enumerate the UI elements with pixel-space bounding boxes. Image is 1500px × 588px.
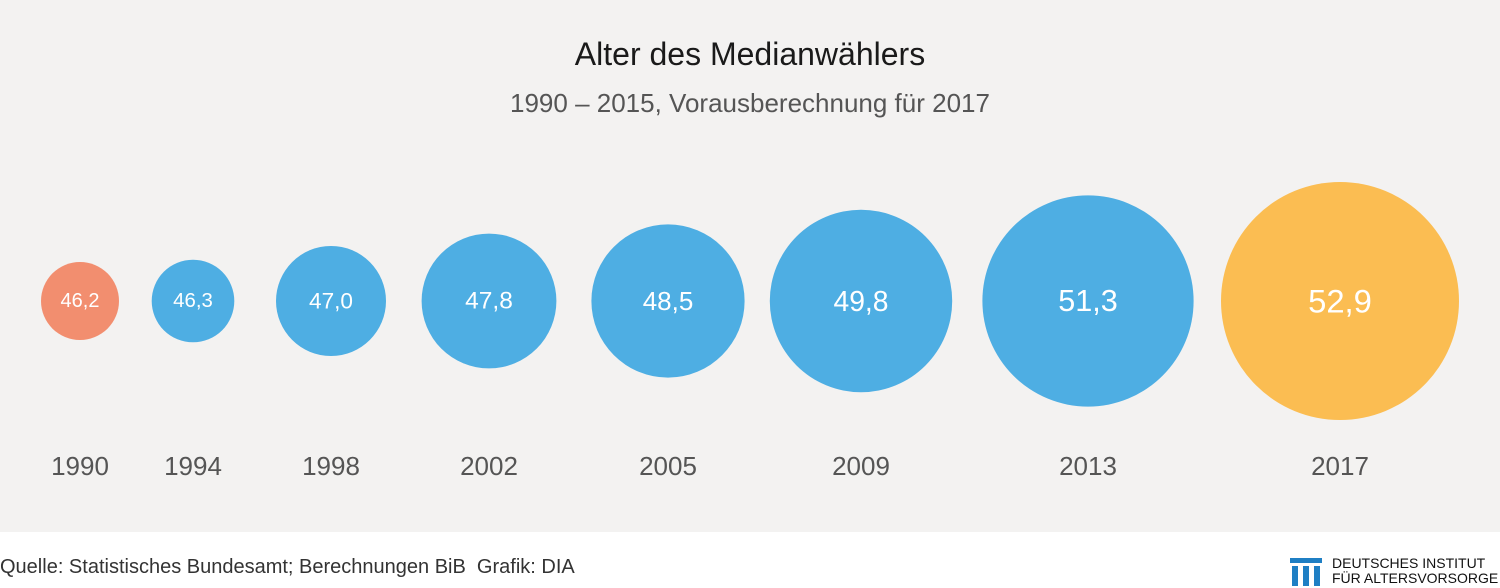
chart-title: Alter des Medianwählers [574, 36, 926, 72]
logo-text: DEUTSCHES INSTITUT FÜR ALTERSVORSORGE [1332, 556, 1498, 586]
source-text: Quelle: Statistisches Bundesamt; Berechn… [0, 556, 575, 578]
institute-columns-icon [1290, 558, 1322, 586]
year-label-1990: 1990 [51, 451, 109, 481]
bubble-1998 [276, 246, 386, 356]
value-label-2013: 51,3 [1058, 284, 1118, 318]
value-label-1998: 47,0 [309, 289, 353, 314]
year-label-1998: 1998 [302, 451, 360, 481]
year-label-2017: 2017 [1311, 451, 1369, 481]
dia-logo: DEUTSCHES INSTITUT FÜR ALTERSVORSORGE [1290, 554, 1500, 588]
value-label-2009: 49,8 [833, 285, 888, 317]
footer: Quelle: Statistisches Bundesamt; Berechn… [0, 532, 1500, 588]
bubble-2017 [1221, 182, 1459, 420]
logo-line-2: FÜR ALTERSVORSORGE [1332, 570, 1499, 586]
value-label-1994: 46,3 [173, 290, 213, 312]
value-label-2005: 48,5 [643, 286, 694, 316]
year-label-2013: 2013 [1059, 451, 1117, 481]
year-label-2005: 2005 [639, 451, 697, 481]
bubble-1994 [151, 259, 235, 343]
bubble-chart: 46,2 1990 46,3 1994 47,0 1998 47,8 2002 48,5 2005… [41, 182, 1459, 481]
year-label-1994: 1994 [164, 451, 222, 481]
logo-line-1: DEUTSCHES INSTITUT [1332, 555, 1486, 571]
bubble-2009 [769, 209, 953, 393]
year-label-2009: 2009 [832, 451, 890, 481]
bubble-2005 [591, 224, 745, 378]
value-label-1990: 46,2 [61, 290, 100, 312]
value-label-2002: 47,8 [465, 288, 513, 315]
chart-subtitle: 1990 – 2015, Vorausberechnung für 2017 [510, 88, 990, 118]
chart-area: Alter des Medianwählers 1990 – 2015, Vor… [0, 0, 1500, 532]
year-label-2002: 2002 [460, 451, 518, 481]
bubble-1990 [41, 262, 119, 340]
bubble-2002 [421, 233, 557, 369]
bubble-2013 [982, 195, 1194, 407]
value-label-2017: 52,9 [1308, 283, 1372, 320]
